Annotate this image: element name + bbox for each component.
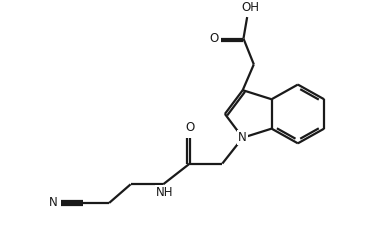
Text: O: O xyxy=(209,32,219,45)
Text: O: O xyxy=(185,121,194,134)
Text: N: N xyxy=(49,197,58,209)
Text: NH: NH xyxy=(156,186,174,199)
Text: OH: OH xyxy=(242,1,260,14)
Text: N: N xyxy=(238,131,247,144)
